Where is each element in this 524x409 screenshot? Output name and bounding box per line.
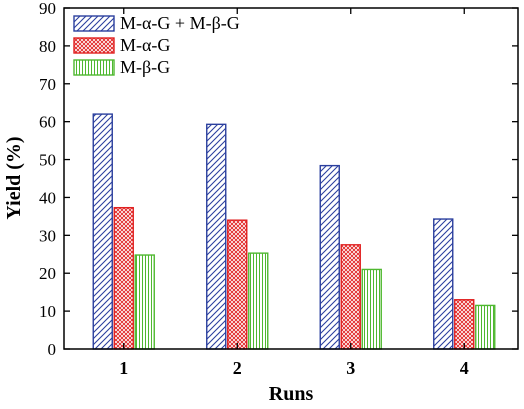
bars-group bbox=[92, 113, 496, 350]
bar-series-2-run-4 bbox=[454, 299, 475, 350]
legend: M-α-G + M-β-GM-α-GM-β-G bbox=[73, 13, 240, 77]
x-tick-label: 3 bbox=[346, 358, 355, 378]
y-tick-label: 90 bbox=[39, 0, 56, 18]
y-tick-label: 70 bbox=[39, 75, 56, 94]
legend-label-3: M-β-G bbox=[120, 57, 170, 77]
legend-swatch-1 bbox=[73, 15, 115, 32]
bar-series-2-run-3 bbox=[340, 244, 361, 350]
y-axis-ticks: 0 10 20 30 40 50 60 70 80 90 bbox=[39, 0, 518, 359]
y-axis-title: Yield (%) bbox=[3, 136, 25, 219]
y-tick-label: 40 bbox=[39, 188, 56, 207]
y-tick-label: 20 bbox=[39, 264, 56, 283]
x-tick-label: 1 bbox=[119, 358, 128, 378]
bar-series-2-run-1 bbox=[113, 206, 134, 350]
y-tick-label: 30 bbox=[39, 226, 56, 245]
bar-series-1-run-3 bbox=[319, 164, 340, 350]
legend-label-2: M-α-G bbox=[120, 35, 170, 55]
x-tick-label: 4 bbox=[460, 358, 469, 378]
y-tick-label: 50 bbox=[39, 151, 56, 170]
bar-series-3-run-4 bbox=[475, 304, 496, 350]
legend-swatch-2 bbox=[73, 37, 115, 54]
x-axis-ticks: 1 2 3 4 bbox=[119, 8, 469, 378]
y-tick-label: 0 bbox=[48, 340, 57, 359]
legend-label-1: M-α-G + M-β-G bbox=[120, 13, 240, 33]
bar-series-2-run-2 bbox=[227, 219, 248, 350]
bar-series-3-run-1 bbox=[134, 254, 155, 350]
x-tick-label: 2 bbox=[233, 358, 242, 378]
bar-series-3-run-3 bbox=[361, 268, 382, 350]
y-tick-label: 10 bbox=[39, 302, 56, 321]
legend-swatch-3 bbox=[73, 59, 115, 76]
y-tick-label: 80 bbox=[39, 37, 56, 56]
bar-series-1-run-4 bbox=[433, 218, 454, 350]
bar-series-3-run-2 bbox=[248, 252, 269, 350]
bar-series-1-run-1 bbox=[92, 113, 113, 350]
bar-series-1-run-2 bbox=[206, 123, 227, 350]
plot-frame bbox=[63, 7, 519, 350]
x-axis-title: Runs bbox=[269, 383, 314, 405]
y-tick-label: 60 bbox=[39, 113, 56, 132]
